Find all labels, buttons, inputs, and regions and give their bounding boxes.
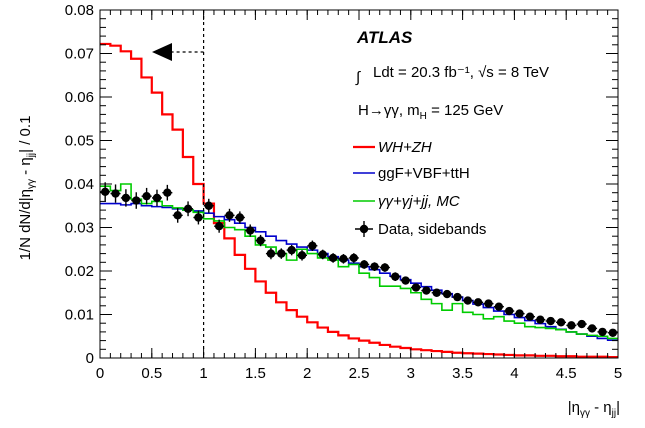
y-tick-label: 0.08 — [65, 2, 94, 19]
y-tick-label: 0 — [86, 350, 94, 367]
x-tick-label: 1.5 — [245, 365, 266, 382]
data-point — [452, 292, 463, 302]
data-point — [431, 288, 442, 297]
data-point — [390, 272, 401, 282]
data-point — [110, 184, 121, 203]
y-tick-label: 0.01 — [65, 307, 94, 324]
data-point — [524, 312, 535, 321]
y-tick-label: 0.02 — [65, 263, 94, 280]
data-point — [203, 198, 214, 213]
data-point — [607, 328, 618, 337]
data-point — [442, 289, 453, 299]
data-point — [297, 250, 308, 261]
data-point — [576, 319, 587, 329]
x-tick-label: 3.5 — [452, 365, 473, 382]
data-point — [317, 249, 328, 260]
axis-ticks — [99, 9, 619, 359]
data-point — [172, 207, 183, 223]
y-tick-label: 0.05 — [65, 133, 94, 150]
x-tick-label: 1 — [199, 365, 207, 382]
y-axis-title: 1/N dN/d|ηγγ - ηjj| / 0.1 — [17, 116, 37, 261]
higgs-label: H→γγ, mH = 125 GeV — [358, 102, 503, 122]
tick-labels: 0 0.5 1 1.5 2 2.5 3 3.5 4 4.5 5 0 0.01 0.02 0.03 0.04 0.… — [65, 2, 622, 382]
data-point — [421, 286, 432, 295]
data-point — [151, 189, 162, 207]
integral-symbol: ∫ — [355, 69, 362, 86]
data-point — [234, 211, 245, 224]
data-point — [224, 208, 235, 222]
series-line-wh-zh — [100, 42, 618, 359]
x-tick-label: 2.5 — [349, 365, 370, 382]
data-point — [514, 309, 525, 318]
x-tick-label: 2 — [303, 365, 311, 382]
data-point — [410, 283, 421, 292]
data-point — [245, 224, 256, 237]
data-point — [307, 240, 318, 251]
svg-text:WH+ZH: WH+ZH — [378, 139, 432, 156]
svg-text:Data, sidebands: Data, sidebands — [378, 221, 486, 238]
series-line--j-jj-mc — [100, 183, 618, 340]
y-tick-label: 0.06 — [65, 89, 94, 106]
data-point — [141, 187, 152, 205]
x-tick-label: 0 — [96, 365, 104, 382]
data-point — [566, 321, 577, 330]
y-tick-label: 0.07 — [65, 46, 94, 63]
legend: WH+ZH ggF+VBF+ttH γγ+γj+jj, MC Data, sideba… — [353, 139, 486, 238]
data-point — [120, 189, 131, 207]
luminosity-label: Ldt = 20.3 fb⁻¹, √s = 8 TeV — [373, 64, 549, 81]
data-point — [379, 263, 390, 272]
legend-entry: WH+ZH — [353, 139, 432, 156]
x-tick-label: 4 — [510, 365, 518, 382]
data-point — [493, 302, 504, 311]
y-tick-label: 0.04 — [65, 176, 94, 193]
svg-text:γγ+γj+jj, MC: γγ+γj+jj, MC — [378, 193, 460, 210]
data-point — [587, 324, 598, 333]
svg-text:ggF+VBF+ttH: ggF+VBF+ttH — [378, 165, 470, 182]
data-point — [338, 254, 349, 264]
cut-layer — [152, 10, 205, 358]
x-tick-label: 4.5 — [556, 365, 577, 382]
y-tick-label: 0.03 — [65, 220, 94, 237]
data-point — [483, 299, 494, 308]
plot-frame — [99, 9, 619, 359]
data-point — [369, 262, 380, 271]
data-point — [162, 184, 173, 201]
data-point — [286, 244, 297, 256]
x-tick-label: 5 — [614, 365, 622, 382]
data-point — [214, 219, 225, 233]
legend-entry: γγ+γj+jj, MC — [353, 193, 460, 210]
x-tick-label: 0.5 — [141, 365, 162, 382]
atlas-label: ATLAS — [356, 28, 413, 47]
data-point — [131, 192, 142, 209]
data-point — [183, 201, 194, 217]
data-point — [473, 298, 484, 307]
data-point — [255, 234, 266, 247]
data-point — [462, 296, 473, 305]
data-point — [265, 247, 276, 260]
cut-arrow-head — [152, 43, 172, 61]
data-point — [328, 253, 339, 263]
data-point — [193, 210, 204, 225]
data-point — [359, 260, 370, 269]
x-tick-label: 3 — [407, 365, 415, 382]
data-point — [348, 253, 359, 263]
data-point — [504, 306, 515, 316]
data-point — [535, 315, 546, 324]
data-point — [100, 182, 111, 202]
data-point — [400, 276, 411, 285]
data-points-layer — [100, 182, 618, 337]
data-point — [597, 327, 608, 337]
x-axis-title: |ηγγ - ηjj| — [568, 399, 620, 419]
data-point — [556, 318, 567, 327]
legend-entry: ggF+VBF+ttH — [353, 165, 470, 182]
data-point — [276, 248, 287, 259]
data-point — [545, 316, 556, 326]
legend-entry: Data, sidebands — [355, 221, 486, 238]
